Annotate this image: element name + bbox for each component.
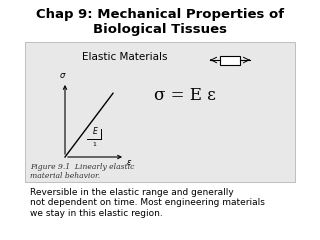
Text: Chap 9: Mechanical Properties of
Biological Tissues: Chap 9: Mechanical Properties of Biologi… (36, 8, 284, 36)
Bar (220, 55, 240, 65)
Text: σ = E ε: σ = E ε (154, 87, 216, 104)
Text: Reversible in the elastic range and generally
not dependent on time. Most engine: Reversible in the elastic range and gene… (30, 188, 265, 218)
Text: ε: ε (127, 158, 132, 167)
Text: Figure 9.1  Linearly elastic
material behavior.: Figure 9.1 Linearly elastic material beh… (30, 163, 134, 180)
Text: σ: σ (60, 71, 65, 80)
Text: E: E (92, 127, 97, 137)
Text: 1: 1 (92, 142, 96, 147)
Text: Elastic Materials: Elastic Materials (82, 52, 168, 62)
Bar (25, 42, 295, 182)
